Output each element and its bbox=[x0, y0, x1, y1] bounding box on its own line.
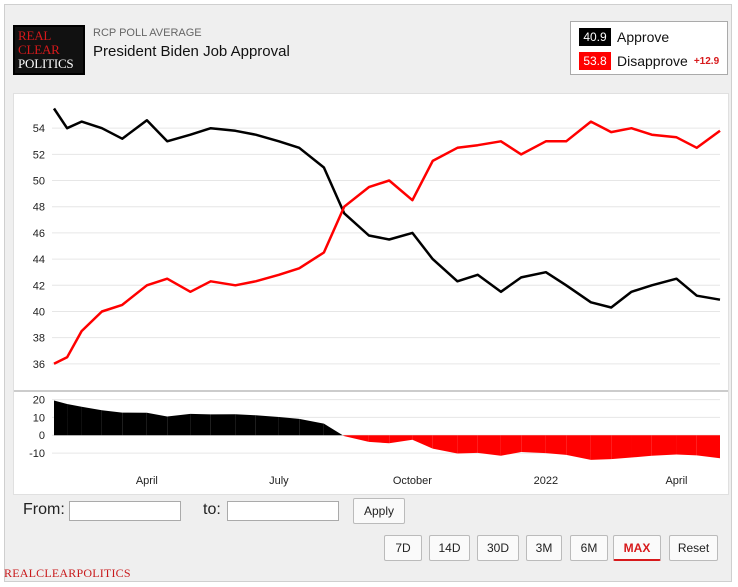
spread-area bbox=[235, 414, 256, 436]
spread-area bbox=[342, 435, 345, 437]
spread-area bbox=[368, 435, 390, 444]
spread-area bbox=[101, 410, 123, 436]
legend-item-disapprove: 53.8 Disapprove +12.9 bbox=[579, 52, 719, 70]
x-tick-label: 2022 bbox=[534, 475, 558, 487]
legend-item-approve: 40.9 Approve bbox=[579, 28, 669, 46]
range-14d-button[interactable]: 14D bbox=[429, 535, 470, 561]
spread-area bbox=[278, 417, 300, 436]
spread-area bbox=[432, 435, 458, 454]
spread-area bbox=[457, 435, 478, 454]
spread-area bbox=[167, 413, 191, 436]
spread-area bbox=[67, 404, 82, 436]
from-date-input[interactable] bbox=[69, 501, 181, 521]
y-tick-label: 38 bbox=[33, 333, 45, 345]
y-tick-label: 44 bbox=[33, 254, 45, 266]
disapprove-label: Disapprove bbox=[617, 53, 688, 69]
legend: 40.9 Approve 53.8 Disapprove +12.9 bbox=[570, 21, 728, 75]
spread-area bbox=[344, 435, 369, 442]
plot-area: 36 38 40 42 44 46 48 50 52 54 20 10 0 -10 April July Oct… bbox=[13, 93, 729, 495]
spread-area bbox=[651, 435, 677, 456]
from-label: From: bbox=[23, 501, 65, 518]
spread-area bbox=[611, 435, 632, 460]
x-tick-label: April bbox=[665, 475, 687, 487]
reset-button[interactable]: Reset bbox=[669, 535, 718, 561]
spread-area bbox=[477, 435, 501, 456]
spread-area bbox=[299, 418, 324, 436]
x-tick-label: July bbox=[269, 475, 289, 487]
chart-title: President Biden Job Approval bbox=[93, 43, 290, 60]
spread-area bbox=[545, 435, 567, 455]
spread-area bbox=[255, 415, 279, 436]
spread-area bbox=[54, 400, 68, 436]
range-max-button[interactable]: MAX bbox=[613, 535, 661, 561]
spread-area bbox=[676, 435, 697, 456]
spread-area bbox=[412, 435, 433, 449]
to-label: to: bbox=[203, 501, 221, 518]
range-3m-button[interactable]: 3M bbox=[526, 535, 562, 561]
series-line-approve bbox=[52, 107, 721, 309]
y-tick-label: 46 bbox=[33, 228, 45, 240]
spread-area bbox=[500, 435, 522, 456]
spread-area bbox=[696, 435, 720, 459]
spread-area bbox=[323, 423, 343, 436]
chart-svg: 36 38 40 42 44 46 48 50 52 54 20 10 0 -10 April July Oct… bbox=[14, 107, 728, 487]
chart-widget: REAL CLEAR POLITICS RCP POLL AVERAGE Pre… bbox=[4, 4, 732, 582]
x-tick-label: April bbox=[136, 475, 158, 487]
spread-tick-label: 0 bbox=[39, 430, 45, 442]
range-7d-button[interactable]: 7D bbox=[384, 535, 422, 561]
spread-area bbox=[566, 435, 591, 460]
chart-kicker: RCP POLL AVERAGE bbox=[93, 27, 202, 39]
y-tick-label: 48 bbox=[33, 202, 45, 214]
spread-tick-label: -10 bbox=[29, 448, 45, 460]
footer-brand: REALCLEARPOLITICS bbox=[4, 566, 131, 580]
y-tick-label: 42 bbox=[33, 280, 45, 292]
spread-area bbox=[631, 435, 652, 458]
series-line-disapprove bbox=[53, 120, 721, 365]
spread-area bbox=[521, 435, 546, 454]
range-30d-button[interactable]: 30D bbox=[477, 535, 519, 561]
to-date-input[interactable] bbox=[227, 501, 339, 521]
spread-area bbox=[389, 435, 413, 444]
spread-tick-label: 20 bbox=[33, 395, 45, 407]
approve-label: Approve bbox=[617, 29, 670, 45]
spread-area bbox=[210, 414, 236, 436]
y-tick-label: 36 bbox=[33, 359, 45, 371]
disapprove-value: 53.8 bbox=[579, 52, 611, 70]
apply-button[interactable]: Apply bbox=[353, 498, 405, 524]
spread-value: +12.9 bbox=[693, 55, 720, 67]
spread-area bbox=[81, 406, 102, 436]
y-tick-label: 40 bbox=[33, 306, 45, 318]
y-tick-label: 52 bbox=[33, 149, 45, 161]
rcp-logo: REAL CLEAR POLITICS bbox=[13, 25, 85, 75]
spread-area bbox=[590, 435, 612, 460]
x-tick-label: October bbox=[393, 475, 432, 487]
spread-area bbox=[122, 412, 147, 436]
spread-tick-label: 10 bbox=[33, 412, 45, 424]
range-6m-button[interactable]: 6M bbox=[570, 535, 608, 561]
y-tick-label: 50 bbox=[33, 176, 45, 188]
spread-area bbox=[190, 413, 211, 436]
approve-value: 40.9 bbox=[579, 28, 611, 46]
y-tick-label: 54 bbox=[33, 123, 45, 135]
spread-area bbox=[146, 412, 168, 436]
